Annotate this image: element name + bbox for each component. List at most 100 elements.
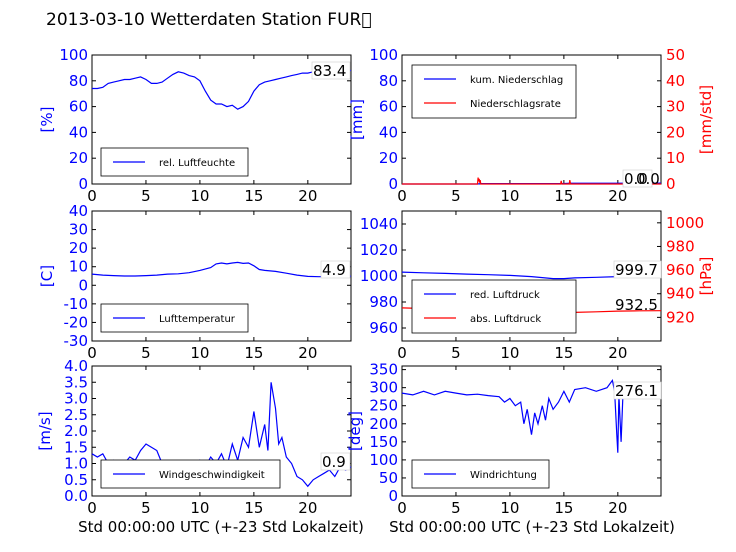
x-tick-label-precipitation: 20 (608, 187, 627, 205)
y-tick-label-precipitation: 0 (388, 175, 398, 193)
y-tick-label-winddirection: 100 (369, 451, 398, 469)
y-axis-label-windspeed: [m/s] (36, 411, 54, 450)
series-line-humidity (92, 69, 351, 110)
last-value-windspeed: 0.9 (322, 453, 346, 471)
y-tick-label-windspeed: 2.0 (64, 422, 88, 440)
x-tick-label-windspeed: 5 (141, 499, 151, 517)
y-axis-label-humidity: [%] (38, 107, 56, 133)
x-tick-label-pressure: 20 (608, 344, 627, 362)
x-axis-label-left: Std 00:00:00 UTC (+-23 Std Lokalzeit) (78, 518, 364, 536)
y-tick-label-windspeed: 2.5 (64, 406, 88, 424)
y-tick-label-windspeed: 0.5 (64, 471, 88, 489)
legend-label-pressure: red. Luftdruck (470, 290, 540, 301)
y-tick-label-winddirection: 250 (369, 397, 398, 415)
series-line-temperature (91, 261, 352, 278)
y-tick-label-humidity: 80 (69, 72, 88, 90)
y-tick-label-temperature: 30 (69, 221, 88, 239)
y-tick-label-winddirection: 200 (369, 415, 398, 433)
x-tick-label-humidity: 20 (298, 187, 317, 205)
last-value-box-precipitation (622, 169, 653, 188)
y-tick-label-temperature: 20 (69, 239, 88, 257)
y-axis-label-right-pressure: [hPa] (697, 257, 715, 296)
y-tick-label-humidity: 60 (69, 98, 88, 116)
x-tick-label-winddirection: 20 (608, 499, 627, 517)
y-axis-label-temperature: [C] (38, 265, 56, 287)
y-tick-label-windspeed: 0.0 (64, 487, 88, 505)
x-tick-label-windspeed: 0 (87, 499, 97, 517)
y-right-tick-label-precipitation: 50 (666, 46, 685, 64)
y-tick-label-winddirection: 0 (388, 487, 398, 505)
x-tick-label-humidity: 5 (141, 187, 151, 205)
legend-label-pressure: abs. Luftdruck (470, 314, 541, 325)
x-tick-label-humidity: 0 (87, 187, 97, 205)
legend-label-precipitation: kum. Niederschlag (470, 75, 563, 86)
x-tick-label-precipitation: 0 (397, 187, 407, 205)
last-value-humidity: 83.4 (313, 62, 346, 80)
last-value-right-precipitation: 0.0 (636, 170, 660, 188)
last-value-precipitation: 0.0 (624, 170, 648, 188)
x-tick-label-pressure: 10 (500, 344, 519, 362)
y-right-tick-label-precipitation: 40 (666, 72, 685, 90)
y-tick-label-humidity: 100 (59, 46, 88, 64)
y-right-tick-label-pressure: 980 (666, 237, 695, 255)
y-right-tick-label-precipitation: 20 (666, 123, 685, 141)
last-value-pressure: 999.7 (615, 261, 658, 279)
y-tick-label-pressure: 1040 (360, 215, 398, 233)
legend-label-temperature: Lufttemperatur (159, 314, 236, 325)
y-tick-label-winddirection: 50 (379, 469, 398, 487)
y-tick-label-windspeed: 4.0 (64, 357, 88, 375)
y-right-tick-label-precipitation: 0 (666, 175, 676, 193)
y-axis-label-right-precipitation: [mm/std] (697, 85, 715, 154)
y-tick-label-windspeed: 1.0 (64, 455, 88, 473)
y-tick-label-precipitation: 100 (369, 46, 398, 64)
y-right-tick-label-pressure: 1000 (666, 214, 704, 232)
x-tick-label-precipitation: 5 (451, 187, 461, 205)
y-tick-label-pressure: 1000 (360, 267, 398, 285)
x-tick-label-precipitation: 15 (554, 187, 573, 205)
y-axis-label-precipitation: [mm] (348, 99, 366, 140)
last-value-box-pressure (613, 260, 662, 279)
y-tick-label-precipitation: 20 (379, 149, 398, 167)
last-value-right-pressure: 932.5 (615, 296, 658, 314)
x-tick-label-winddirection: 5 (451, 499, 461, 517)
y-tick-label-windspeed: 3.0 (64, 390, 88, 408)
x-tick-label-winddirection: 0 (397, 499, 407, 517)
x-tick-label-winddirection: 15 (554, 499, 573, 517)
x-tick-label-temperature: 15 (244, 344, 263, 362)
legend-box-pressure (411, 279, 577, 334)
legend-box-precipitation (411, 64, 577, 119)
x-tick-label-windspeed: 20 (298, 499, 317, 517)
y-tick-label-pressure: 960 (369, 319, 398, 337)
x-tick-label-temperature: 5 (141, 344, 151, 362)
y-tick-label-winddirection: 300 (369, 379, 398, 397)
last-value-box-humidity (311, 61, 351, 80)
x-tick-label-pressure: 15 (554, 344, 573, 362)
y-tick-label-precipitation: 60 (379, 98, 398, 116)
y-right-tick-label-pressure: 960 (666, 261, 695, 279)
legend-label-windspeed: Windgeschwindigkeit (159, 470, 265, 481)
y-tick-label-temperature: 10 (69, 258, 88, 276)
x-tick-label-pressure: 0 (397, 344, 407, 362)
y-right-tick-label-pressure: 940 (666, 285, 695, 303)
y-tick-label-humidity: 0 (78, 175, 88, 193)
y-tick-label-windspeed: 1.5 (64, 438, 88, 456)
legend-label-precipitation: Niederschlagsrate (470, 99, 561, 110)
y-tick-label-pressure: 1020 (360, 241, 398, 259)
y-right-tick-label-precipitation: 10 (666, 149, 685, 167)
y-tick-label-winddirection: 350 (369, 361, 398, 379)
x-tick-label-winddirection: 10 (500, 499, 519, 517)
page-title: 2013-03-10 Wetterdaten Station FUR  (46, 10, 372, 30)
x-axis-label-right: Std 00:00:00 UTC (+-23 Std Lokalzeit) (389, 518, 675, 536)
x-tick-label-precipitation: 10 (500, 187, 519, 205)
last-value-temperature: 4.9 (322, 261, 346, 279)
y-right-tick-label-pressure: 920 (666, 308, 695, 326)
last-value-box-temperature (320, 260, 351, 279)
last-value-box-windspeed (320, 452, 351, 471)
y-tick-label-temperature: 0 (78, 276, 88, 294)
x-tick-label-humidity: 10 (190, 187, 209, 205)
y-axis-label-winddirection: [deg] (346, 411, 364, 451)
series-line-winddirection (401, 378, 662, 453)
y-tick-label-windspeed: 3.5 (64, 373, 88, 391)
series-line-precipitation (402, 177, 661, 185)
